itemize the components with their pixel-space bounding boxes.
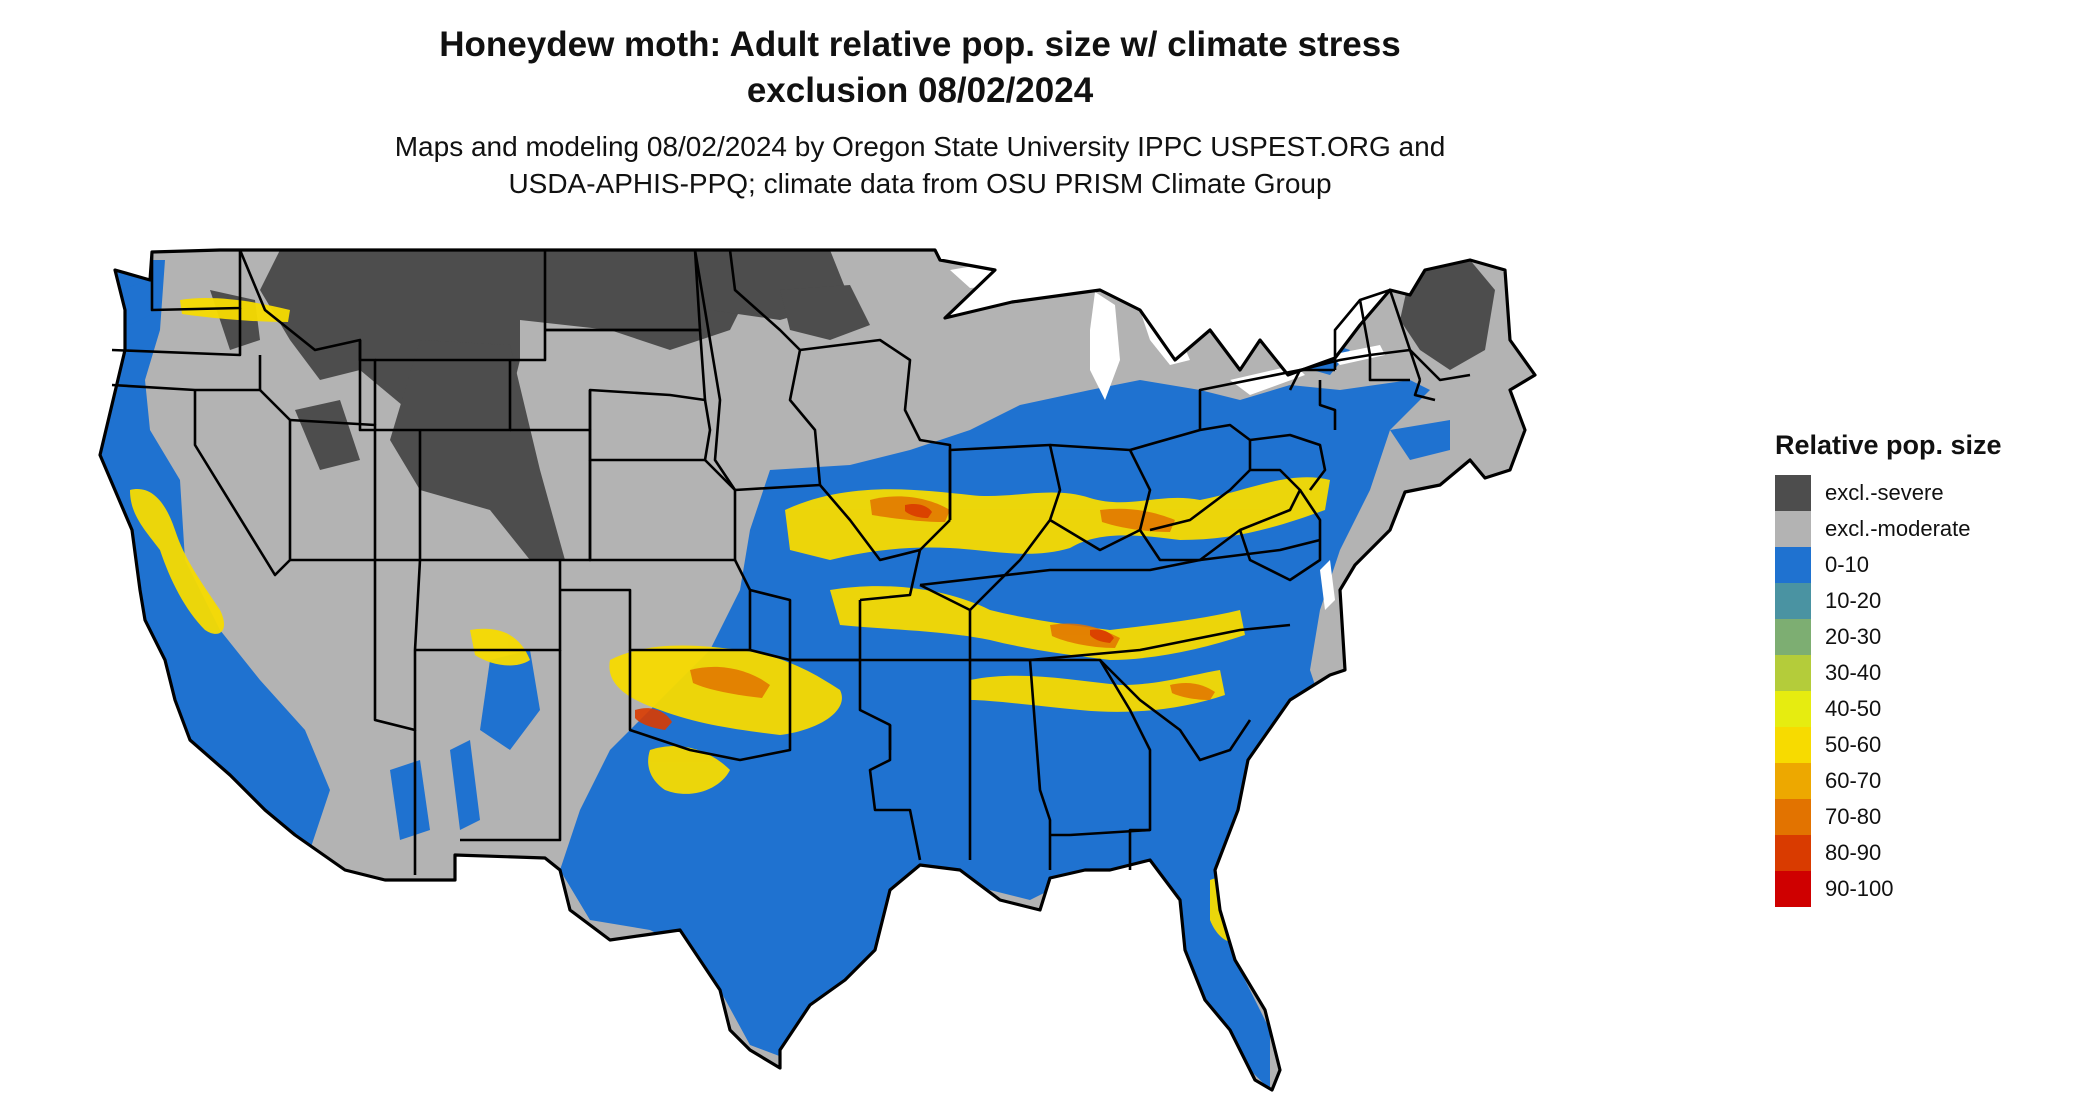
pop-80-90-areas bbox=[635, 503, 1114, 730]
legend-item: excl.-severe bbox=[1775, 475, 2095, 511]
legend-label: 80-90 bbox=[1825, 840, 1882, 865]
legend-swatch bbox=[1775, 691, 1811, 727]
legend-swatch bbox=[1775, 619, 1811, 655]
legend-item: 60-70 bbox=[1775, 763, 2095, 799]
legend-item: 50-60 bbox=[1775, 727, 2095, 763]
legend-label: 30-40 bbox=[1825, 660, 1882, 685]
legend-label: excl.-moderate bbox=[1825, 516, 1971, 541]
legend-item: 80-90 bbox=[1775, 835, 2095, 871]
state-boundaries bbox=[111, 248, 1471, 875]
legend-items: excl.-severe excl.-moderate 0-10 10-20 2… bbox=[1775, 475, 2095, 907]
legend-swatch bbox=[1775, 727, 1811, 763]
legend-item: excl.-moderate bbox=[1775, 511, 2095, 547]
pop-70-80-areas bbox=[690, 496, 1215, 700]
legend-swatch bbox=[1775, 475, 1811, 511]
legend: Relative pop. size excl.-severe excl.-mo… bbox=[1775, 430, 2095, 907]
legend-item: 20-30 bbox=[1775, 619, 2095, 655]
legend-swatch bbox=[1775, 799, 1811, 835]
map-subtitle-line1: Maps and modeling 08/02/2024 by Oregon S… bbox=[394, 131, 1446, 162]
legend-swatch bbox=[1775, 547, 1811, 583]
legend-label: 60-70 bbox=[1825, 768, 1882, 793]
legend-swatch bbox=[1775, 835, 1811, 871]
legend-item: 90-100 bbox=[1775, 871, 2095, 907]
legend-swatch bbox=[1775, 871, 1811, 907]
legend-swatch bbox=[1775, 655, 1811, 691]
map-title-line1: Honeydew moth: Adult relative pop. size … bbox=[439, 25, 1401, 64]
legend-label: excl.-severe bbox=[1825, 480, 1944, 505]
legend-title: Relative pop. size bbox=[1775, 430, 2002, 460]
legend-swatch bbox=[1775, 511, 1811, 547]
legend-label: 10-20 bbox=[1825, 588, 1882, 613]
map-title: Honeydew moth: Adult relative pop. size … bbox=[260, 22, 1580, 114]
legend-label: 70-80 bbox=[1825, 804, 1882, 829]
map-subtitle-line2: USDA-APHIS-PPQ; climate data from OSU PR… bbox=[508, 168, 1332, 199]
legend-label: 40-50 bbox=[1825, 696, 1882, 721]
legend-swatch bbox=[1775, 763, 1811, 799]
legend-item: 10-20 bbox=[1775, 583, 2095, 619]
legend-item: 0-10 bbox=[1775, 547, 2095, 583]
map-subtitle: Maps and modeling 08/02/2024 by Oregon S… bbox=[260, 128, 1580, 202]
legend-label: 50-60 bbox=[1825, 732, 1882, 757]
us-map-svg bbox=[98, 248, 1537, 1092]
legend-label: 0-10 bbox=[1825, 552, 1870, 577]
legend-item: 30-40 bbox=[1775, 655, 2095, 691]
legend-label: 90-100 bbox=[1825, 876, 1894, 901]
us-map bbox=[90, 230, 1770, 1110]
excl-severe-areas bbox=[210, 250, 1495, 560]
map-title-line2: exclusion 08/02/2024 bbox=[746, 71, 1094, 110]
legend-label: 20-30 bbox=[1825, 624, 1882, 649]
legend-item: 70-80 bbox=[1775, 799, 2095, 835]
title-block: Honeydew moth: Adult relative pop. size … bbox=[260, 22, 1580, 202]
legend-item: 40-50 bbox=[1775, 691, 2095, 727]
legend-swatch bbox=[1775, 583, 1811, 619]
